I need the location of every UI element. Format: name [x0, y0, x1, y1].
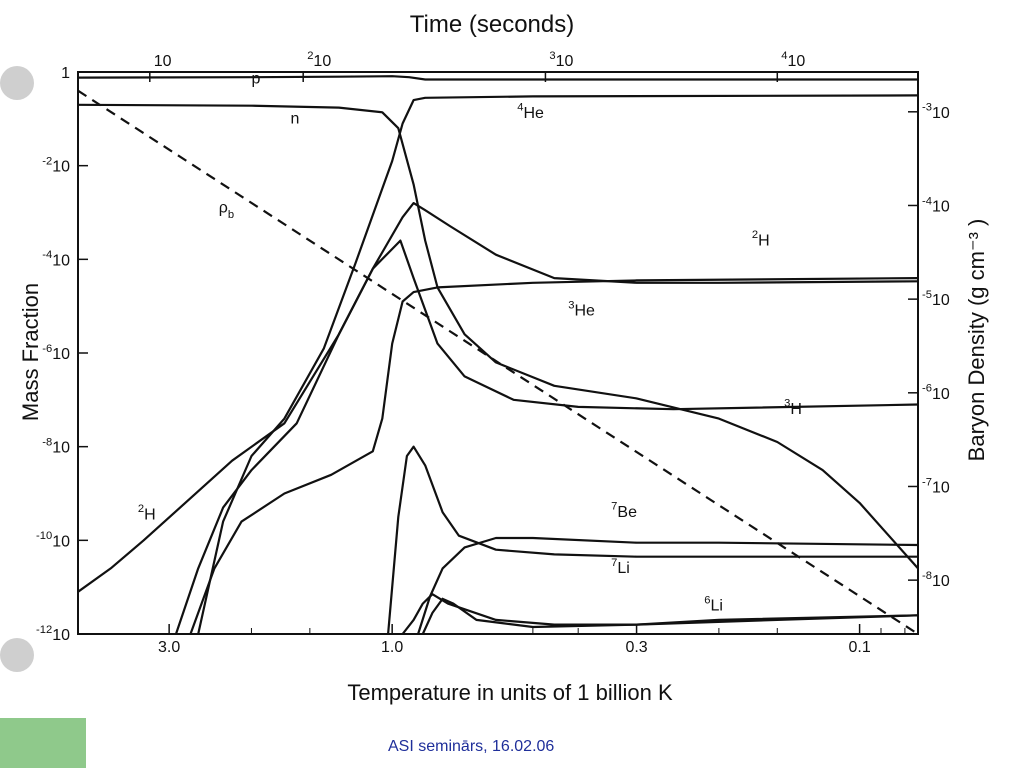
series-label: p [251, 71, 260, 88]
right-tick-label: -810 [922, 570, 950, 590]
series-line [174, 239, 919, 635]
right-tick-label: -310 [922, 102, 950, 122]
series-label: 2H [138, 503, 156, 523]
x-tick-label: 1.0 [381, 639, 403, 656]
series-line [77, 89, 919, 635]
y-tick-label: -1010 [36, 530, 70, 550]
series-line [421, 597, 919, 635]
slide-corner-block [0, 718, 86, 768]
right-tick-label: -610 [922, 383, 950, 403]
binder-hole-bottom [0, 638, 34, 672]
y-tick-label: -1210 [36, 624, 70, 644]
series-label: ρb [219, 200, 234, 222]
chart-title: Time (seconds) [410, 11, 574, 38]
y-tick-label: -410 [42, 249, 70, 269]
series-line [77, 75, 918, 81]
series-line [77, 202, 919, 593]
y-tick-label: 1 [61, 65, 70, 82]
slide-footer: ASI seminārs, 16.02.06 [388, 738, 555, 755]
right-tick-label: -710 [922, 476, 950, 496]
series-label: 7Be [611, 501, 637, 521]
series-line [387, 445, 918, 635]
y-tick-label: -610 [42, 343, 70, 363]
x-tick-label: 0.3 [625, 639, 647, 656]
right-tick-label: -510 [922, 289, 950, 309]
series-label: 3He [568, 299, 595, 319]
right-tick-label: -410 [922, 195, 950, 215]
x-axis-label: Temperature in units of 1 billion K [347, 680, 673, 705]
series-label: 3H [784, 398, 802, 418]
top-tick-label: 410 [781, 50, 805, 70]
series-label: n [291, 111, 300, 128]
series-label: 4He [517, 102, 544, 122]
x-tick-label: 3.0 [158, 639, 180, 656]
series-label: 2H [752, 229, 770, 249]
y-tick-label: -210 [42, 155, 70, 175]
x-tick-label: 0.1 [848, 639, 870, 656]
y-axis-label: Mass Fraction [18, 283, 43, 421]
series-line [77, 103, 919, 570]
y2-axis-label: Baryon Density (g cm⁻³ ) [964, 219, 989, 462]
top-tick-label: 210 [307, 50, 331, 70]
top-tick-label: 310 [549, 50, 573, 70]
series-label: 7Li [611, 557, 630, 577]
binder-hole-top [0, 66, 34, 100]
y-tick-label: -810 [42, 436, 70, 456]
series-line [189, 277, 919, 635]
series-line [401, 593, 919, 635]
top-tick-label: 10 [154, 53, 172, 70]
series-line [197, 94, 919, 635]
series-label: 6Li [704, 594, 723, 614]
series-line [417, 536, 919, 635]
